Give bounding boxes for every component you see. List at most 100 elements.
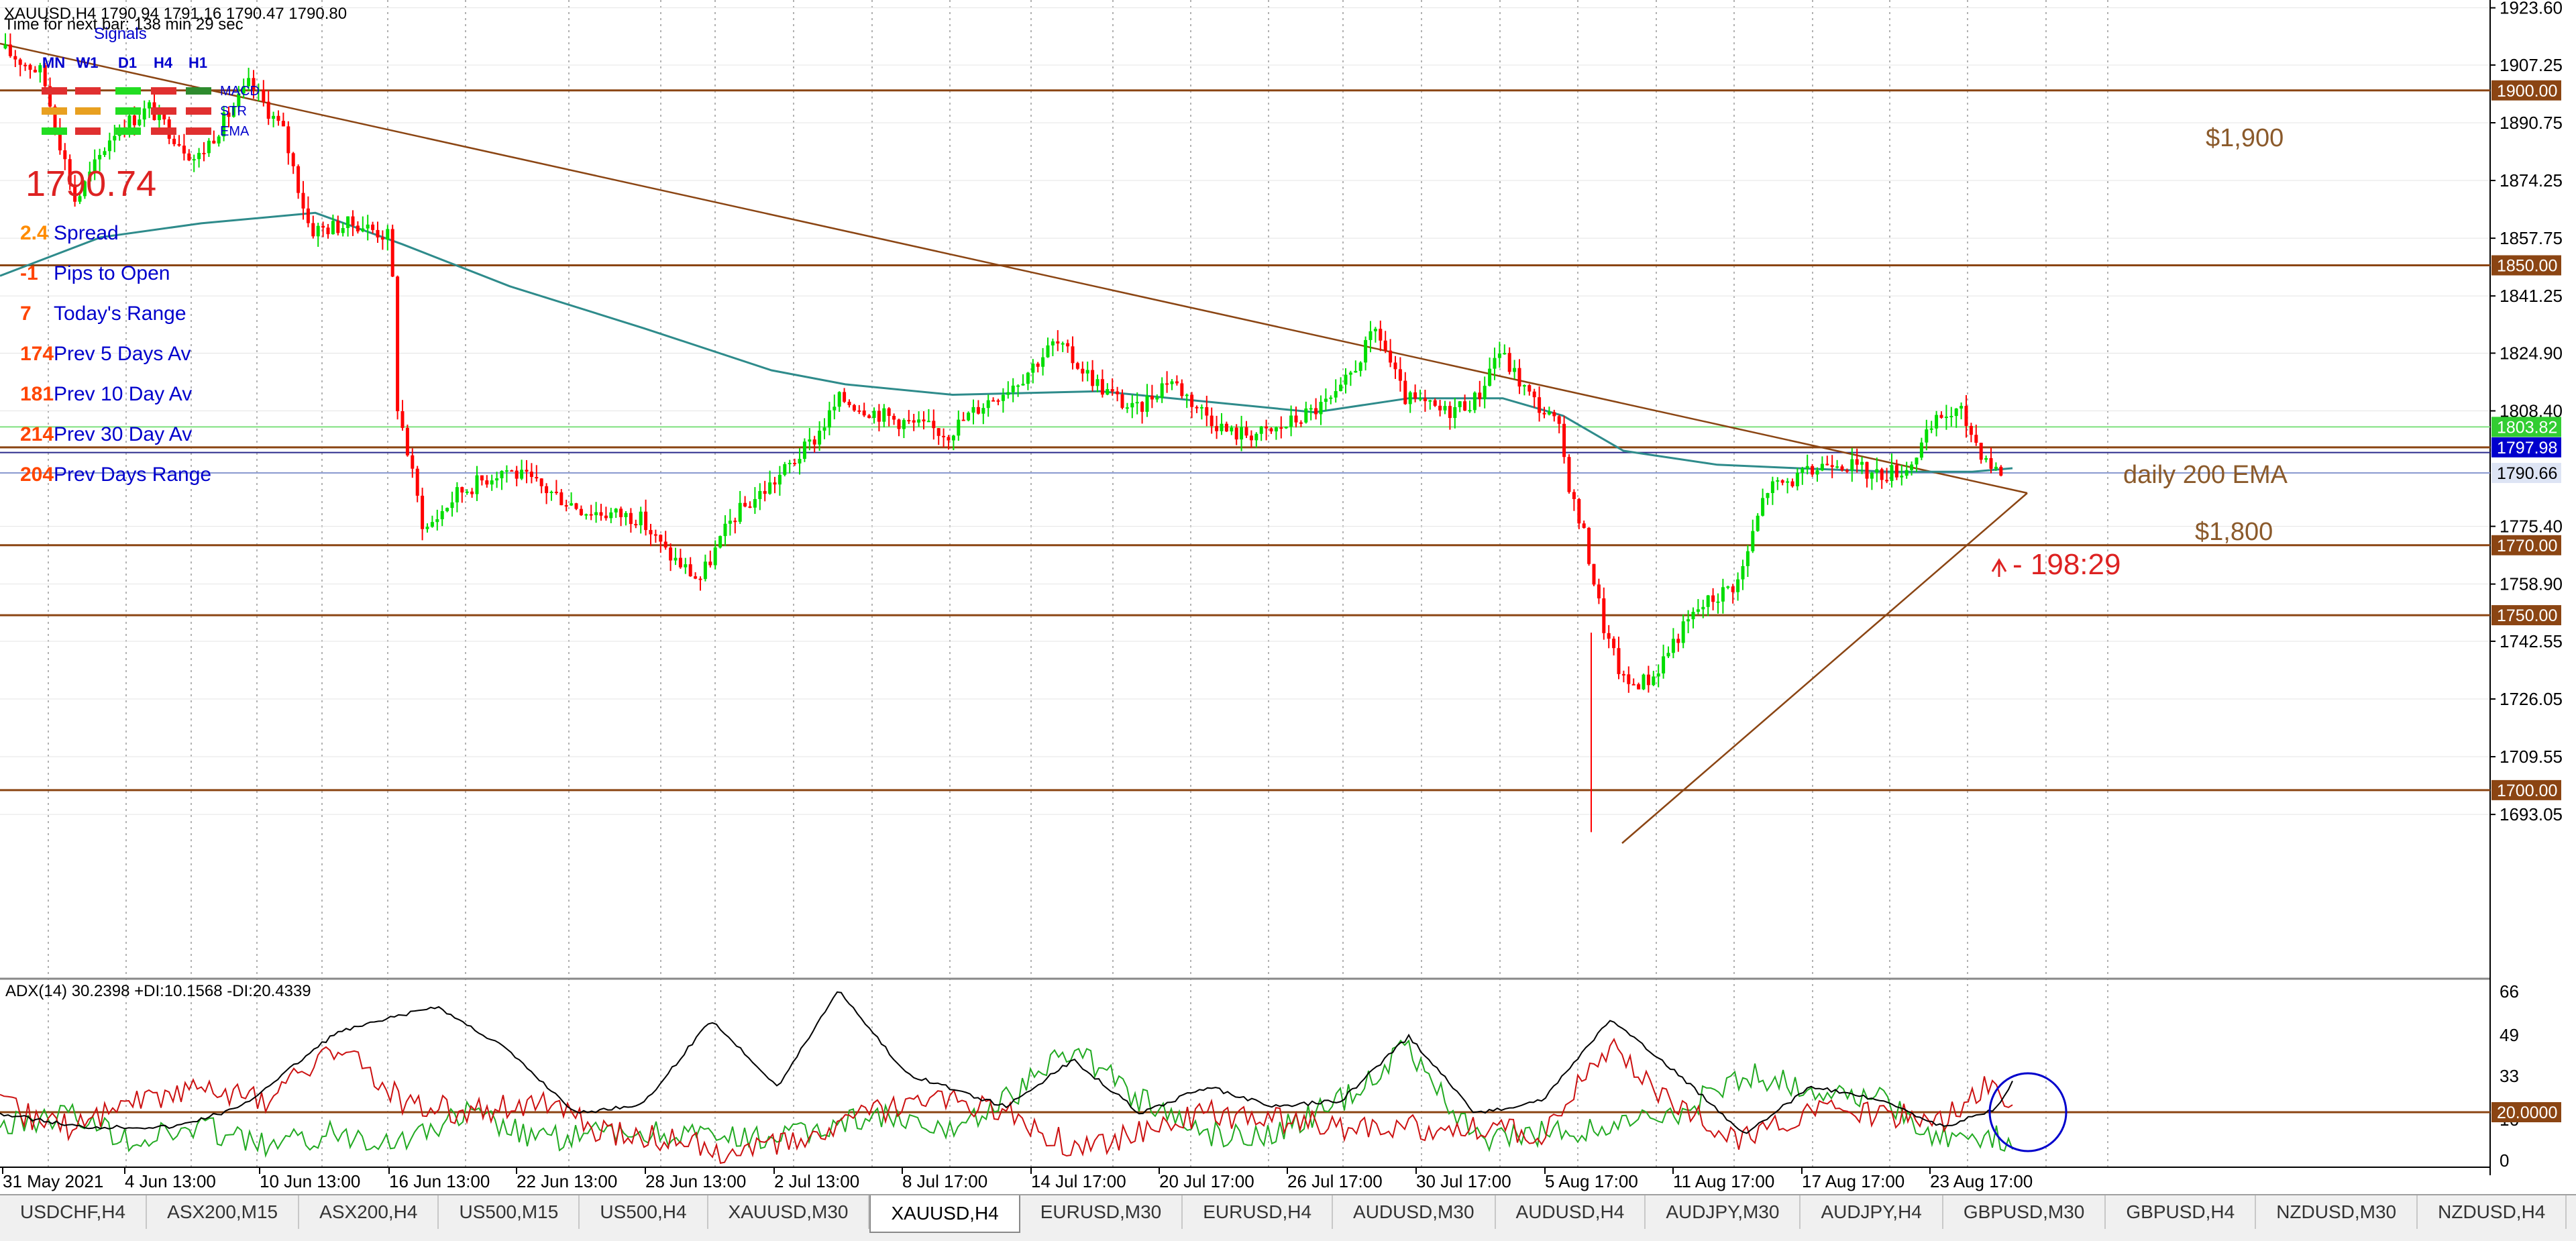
chart-tab[interactable]: XAUUSD,H4 [869, 1195, 1020, 1233]
price-axis[interactable]: 1923.60 1907.25 1890.75 1874.25 1857.75 1841.… [2490, 0, 2563, 824]
candle-body [1811, 466, 1815, 475]
candle-body [326, 227, 330, 235]
stat-label: Today's Range [54, 303, 186, 325]
price-tick-label: 1709.55 [2500, 747, 2563, 767]
chart-tab[interactable]: EURUSD,M30 [1020, 1195, 1183, 1229]
candle-body [1150, 396, 1154, 400]
chart-tab[interactable]: NZDUSD,H4 [2418, 1195, 2567, 1229]
candle-body [967, 413, 971, 421]
candle-body [996, 400, 1000, 402]
candle-body [73, 184, 77, 202]
candle-body [1120, 394, 1124, 408]
candle-body [1939, 415, 1943, 418]
candle-body [142, 108, 146, 120]
support-resistance-levels [0, 89, 2490, 792]
candle-body [748, 506, 752, 508]
candle-body [1894, 465, 1898, 478]
candle-body [1190, 394, 1194, 407]
candle-body [1960, 406, 1964, 409]
candle-body [107, 140, 111, 152]
candle-body [1602, 598, 1606, 633]
signal-cell [186, 107, 211, 115]
chart-tab[interactable]: AUDUSD,M30 [1333, 1195, 1496, 1229]
candle-body [1244, 427, 1248, 436]
candle-body [63, 150, 67, 160]
candle-body [1354, 370, 1358, 373]
chart-tab[interactable]: AUDJPY,H4 [1801, 1195, 1943, 1229]
candle-body [1448, 406, 1452, 419]
time-tick-label: 4 Jun 13:00 [125, 1171, 216, 1191]
price-tick-label: 1857.75 [2500, 228, 2563, 248]
chart-tab[interactable]: AUDUSD,H4 [1496, 1195, 1646, 1229]
signal-row-label: EMA [220, 124, 250, 139]
candle-body [331, 221, 335, 235]
chart-tab[interactable]: US500,H4 [580, 1195, 708, 1229]
candle-body [1984, 457, 1988, 460]
candle-body [926, 421, 930, 423]
candle-body [1716, 601, 1720, 603]
time-axis[interactable]: 31 May 2021 4 Jun 13:00 10 Jun 13:00 16 Jun… [2, 1167, 2033, 1191]
chart-tab[interactable]: US500,M15 [439, 1195, 580, 1229]
candle-body [674, 557, 678, 561]
price-level-tag-label: 1850.00 [2497, 257, 2557, 276]
candle-body [957, 419, 961, 436]
plus-di-line [0, 1039, 2013, 1158]
candle-body [872, 411, 876, 419]
candlesticks [3, 33, 2003, 832]
candle-body [490, 480, 494, 485]
chart-tab[interactable]: GBPUSD,H4 [2106, 1195, 2257, 1229]
candle-body [1642, 674, 1646, 690]
stats-panel: 2.4 Spread -1 Pips to Open 7 Today's Range174… [20, 222, 211, 486]
candle-body [1964, 406, 1968, 426]
candle-body [1110, 389, 1114, 392]
chart-tab[interactable]: USI [2567, 1195, 2576, 1229]
candle-body [1711, 595, 1715, 602]
chart-tab[interactable]: ASX200,M15 [147, 1195, 300, 1229]
candle-body [802, 441, 806, 460]
candle-body [912, 420, 916, 423]
chart-tab[interactable]: NZDUSD,M30 [2256, 1195, 2418, 1229]
candle-body [1116, 391, 1120, 394]
candle-body [1334, 391, 1338, 398]
candle-body [341, 227, 345, 233]
candle-body [1160, 383, 1164, 398]
candle-body [1805, 466, 1809, 469]
candle-body [504, 470, 508, 472]
candle-body [321, 225, 325, 228]
chart-tab[interactable]: AUDJPY,M30 [1646, 1195, 1801, 1229]
candle-body [1398, 369, 1402, 381]
candle-body [138, 119, 142, 125]
candle-body [396, 276, 400, 412]
candle-body [892, 415, 896, 420]
candle-body [306, 208, 310, 223]
candle-body [1036, 364, 1040, 367]
candle-body [981, 408, 985, 414]
candle-body [1656, 673, 1660, 677]
price-level-tag [2491, 80, 2561, 101]
candle-body [182, 146, 186, 154]
candle-body [376, 229, 380, 237]
candle-body [1761, 498, 1765, 516]
candle-body [93, 159, 97, 172]
candle-body [53, 106, 57, 131]
candle-body [1666, 653, 1670, 657]
candle-body [316, 225, 320, 237]
candle-body [386, 229, 390, 240]
adx-axis[interactable]: 66493316020.0000 [2491, 981, 2561, 1171]
ascending-trendline[interactable] [1621, 492, 2028, 844]
chart-tab[interactable]: XAUUSD,M30 [708, 1195, 870, 1229]
candle-body [1006, 392, 1010, 395]
candle-body [1389, 350, 1393, 363]
candle-body [1607, 633, 1611, 639]
candle-body [1145, 396, 1149, 412]
candle-body [1721, 587, 1725, 602]
chart-tab[interactable]: USDCHF,H4 [0, 1195, 148, 1229]
chart-tab[interactable]: ASX200,H4 [299, 1195, 439, 1229]
candle-body [13, 56, 17, 60]
candle-body [227, 112, 231, 117]
chart-tab[interactable]: GBPUSD,M30 [1943, 1195, 2106, 1229]
price-level-tag-label: 1790.66 [2497, 464, 2557, 483]
chart-tab[interactable]: EURUSD,H4 [1183, 1195, 1334, 1229]
descending-trendline[interactable] [0, 42, 2028, 494]
stat-label: Prev 10 Day Av [54, 383, 192, 405]
